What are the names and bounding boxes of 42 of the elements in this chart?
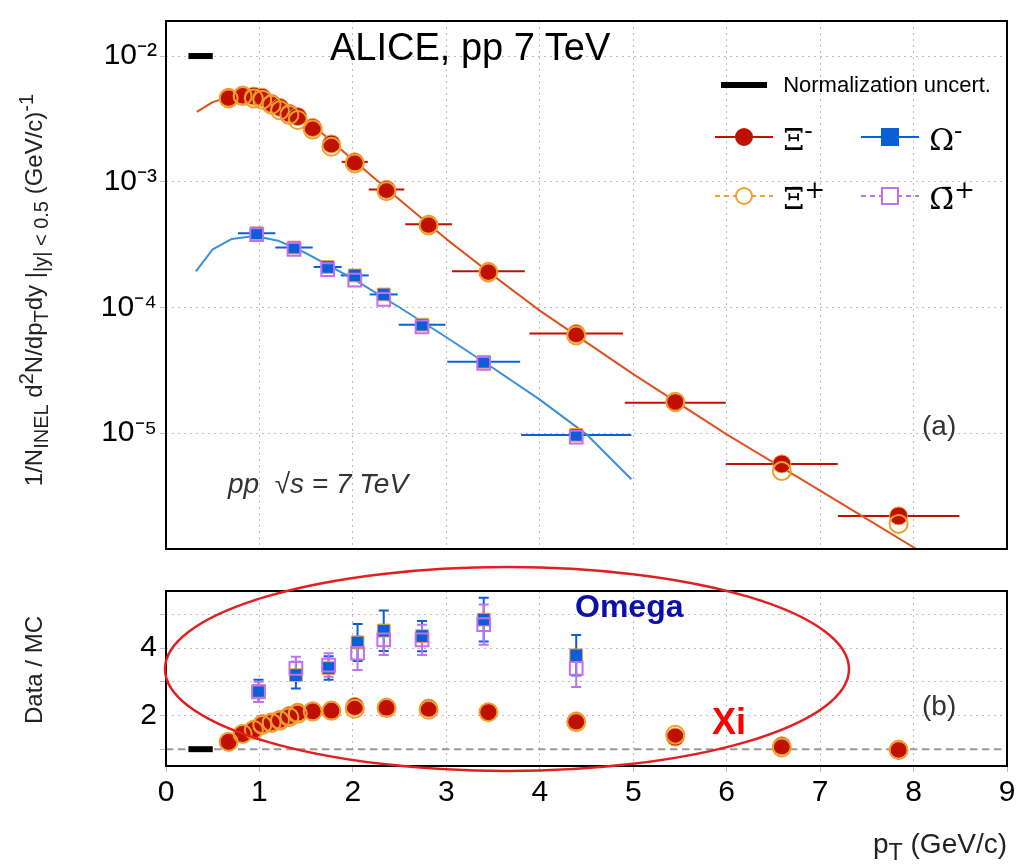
y-tick-label: 10⁻³ [103,163,158,197]
x-tick-label: 7 [811,774,829,808]
x-axis-title: p$_{T}$ (GeV/c) [872,828,1007,865]
annotation: (a) [922,410,957,441]
point [288,661,304,676]
legend-label: Ω$^{-}$ [929,116,963,157]
legend-label: Normalization uncert. [783,72,991,98]
x-tick-label: 9 [998,774,1016,808]
point [476,617,492,633]
y-tick-label: 4 [140,629,157,663]
point [347,272,363,288]
point [320,262,336,278]
x-tick-label: 1 [251,774,268,808]
y-tick-label: 10⁻² [103,37,158,71]
point [569,648,584,663]
point [888,513,909,534]
point [321,657,336,673]
point [376,632,392,648]
annotation: ALICE, pp 7 TeV [330,26,611,68]
x-tick-label: 6 [718,774,736,808]
annotation: (b) [922,690,957,721]
annotation: Omega [575,588,684,624]
y-tick-label: 10⁻⁴ [100,288,157,322]
legend-label: Ω̄$^{+}$ [929,175,975,216]
point [350,645,365,661]
legend-label: Ξ$^{-}$ [783,116,813,157]
x-tick-label: 5 [624,774,642,808]
legend-label: Ξ̄$^{+}$ [783,175,826,216]
point [568,661,584,676]
point [771,461,792,482]
x-tick-label: 2 [344,774,362,808]
x-tick-label: 8 [905,774,922,808]
point [414,632,430,648]
y-tick-label: 2 [140,696,157,730]
y-axis-title: Data / MC [20,615,48,725]
x-tick-label: 4 [531,774,549,808]
x-tick-label: 3 [437,774,455,808]
x-tick-label: 0 [157,774,175,808]
annotation: pp √s = 7 TeV [228,468,409,499]
y-tick-label: 10⁻⁵ [101,414,157,448]
point [376,292,392,307]
annotation: Xi [712,701,747,742]
